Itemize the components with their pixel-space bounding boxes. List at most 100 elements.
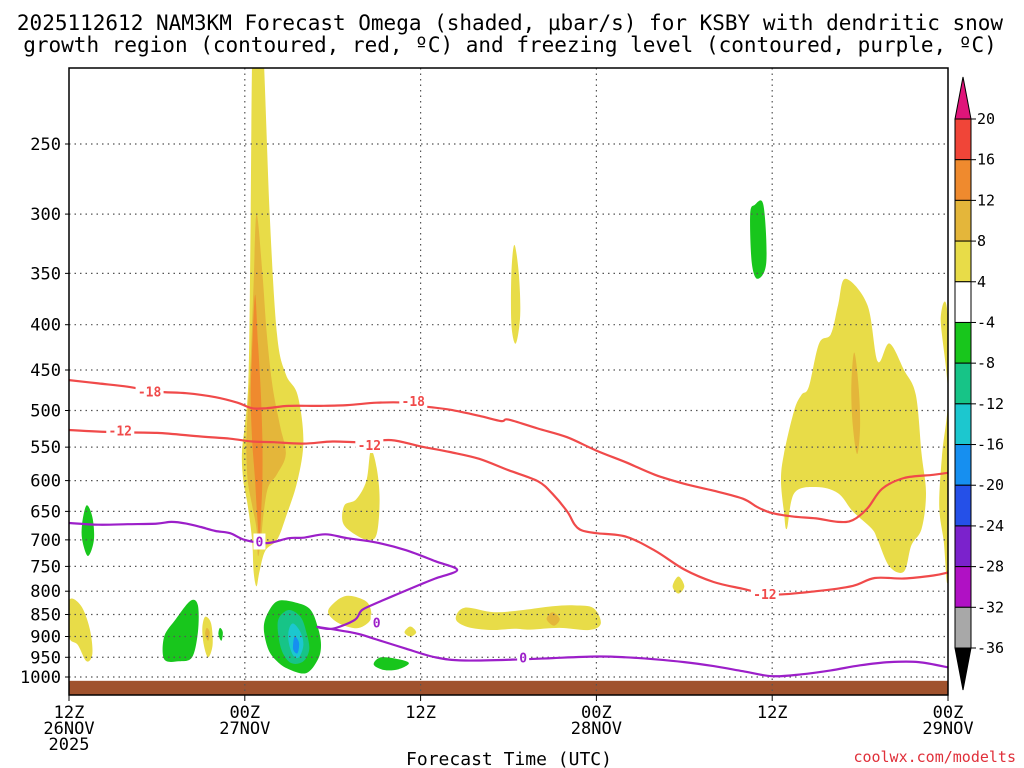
x-tick-label: 2025: [49, 735, 90, 755]
contour-label: -18: [402, 395, 426, 410]
colorbar-bin: [954, 159, 972, 201]
credit-text: coolwx.com/modelts: [853, 748, 1016, 766]
contour-line-2: [69, 520, 948, 678]
colorbar-label: 4: [977, 273, 986, 291]
colorbar-bin: [954, 403, 972, 446]
y-tick-label: 900: [30, 627, 61, 647]
x-tick-label: 26NOV: [43, 719, 94, 739]
y-tick-label: 700: [30, 531, 61, 551]
colorbar-bin: [954, 240, 972, 283]
contour-labels: -18 -18 -12 -12 -12 0 0 0: [106, 383, 779, 666]
omega-region-7: [546, 612, 560, 626]
y-tick-label: 850: [30, 606, 61, 626]
gridlines: [69, 68, 948, 695]
y-tick-label: 300: [30, 205, 61, 225]
omega-region-12: [939, 301, 948, 584]
omega-region-13: [69, 598, 93, 662]
chart-title-line-2: growth region (contoured, red, ºC) and f…: [23, 33, 997, 57]
colorbar-bin: [954, 362, 972, 405]
contour-line-1: [69, 428, 948, 596]
y-tick-label: 650: [30, 502, 61, 522]
omega-region-19: [373, 657, 409, 671]
colorbar-bottom-triangle: [954, 647, 972, 691]
y-tick-label: 550: [30, 438, 61, 458]
contour-label-bg: [135, 383, 164, 400]
x-tick-label: 29NOV: [922, 719, 973, 739]
colorbar-label: 12: [977, 191, 995, 209]
y-tick-label: 500: [30, 402, 61, 422]
colorbar-bin: [954, 525, 972, 568]
contour-label: 0: [256, 536, 264, 551]
contour-label-bg: [370, 614, 383, 631]
contour-line-0: [69, 379, 948, 524]
colorbar: 20 16 12 8 4 -4 -8 -12 -16 -20 -24 -28 -32 -36: [954, 76, 1004, 691]
omega-region-18: [218, 627, 223, 641]
x-tick-label: 27NOV: [219, 719, 270, 739]
omega-region-4: [328, 595, 372, 629]
colorbar-label: -32: [977, 598, 1004, 616]
contour-label-bg: [517, 649, 530, 666]
omega-region-17: [162, 599, 199, 662]
colorbar-bin: [954, 566, 972, 608]
colorbar-label: -28: [977, 558, 1004, 576]
y-tick-label: 450: [30, 361, 61, 381]
colorbar-label: -24: [977, 517, 1004, 535]
contour-label: -12: [358, 439, 381, 454]
x-tick-label: 28NOV: [571, 719, 622, 739]
omega-region-3: [342, 450, 380, 540]
colorbar-label: 20: [977, 110, 995, 128]
colorbar-bin: [954, 321, 972, 364]
y-tick-label: 400: [30, 316, 61, 336]
y-tick-label: 750: [30, 557, 61, 577]
y-tick-label: 350: [30, 264, 61, 284]
contour-label-bg: [399, 393, 428, 410]
colorbar-label: -12: [977, 395, 1004, 413]
colorbar-bin: [954, 606, 972, 649]
contour-label-bg: [750, 586, 779, 603]
omega-region-6: [455, 605, 601, 631]
omega-region-5: [510, 244, 521, 344]
plot-frame: [68, 67, 949, 696]
x-tick-label: 12Z: [54, 703, 85, 723]
contour-label: -18: [138, 386, 162, 401]
colorbar-bin: [954, 118, 972, 161]
contour-label: 0: [373, 617, 381, 632]
omega-shading: [69, 68, 948, 674]
colorbar-label: -8: [977, 354, 995, 372]
contour-label-bg: [355, 437, 384, 454]
x-tick-label: 12Z: [757, 703, 788, 723]
colorbar-label: -16: [977, 436, 1004, 454]
omega-region-2: [250, 294, 263, 540]
contour-label: 0: [519, 651, 527, 666]
omega-region-24: [293, 636, 300, 654]
chart-title-line-1: 2025112612 NAM3KM Forecast Omega (shaded…: [17, 11, 1004, 35]
pressure-axis: 2503003504004505005506006507007508008509…: [20, 135, 69, 688]
colorbar-bin: [954, 444, 972, 486]
colorbar-label: -4: [977, 313, 995, 331]
ground-layer: [69, 680, 948, 695]
contour-label: -12: [753, 588, 776, 603]
x-tick-label: 12Z: [405, 703, 436, 723]
y-tick-label: 1000: [20, 668, 61, 688]
x-tick-label: 00Z: [229, 703, 260, 723]
omega-region-8: [404, 626, 417, 637]
omega-region-11: [851, 352, 861, 455]
omega-region-9: [672, 576, 685, 594]
x-axis-label: Forecast Time (UTC): [406, 749, 612, 768]
y-tick-label: 950: [30, 648, 61, 668]
ground-bar: [69, 680, 948, 695]
contour-label-bg: [253, 533, 266, 550]
colorbar-label: 8: [977, 232, 986, 250]
colorbar-label: 16: [977, 151, 995, 169]
y-tick-label: 600: [30, 472, 61, 492]
colorbar-label: -36: [977, 639, 1004, 657]
y-tick-label: 250: [30, 135, 61, 155]
colorbar-top-triangle: [954, 76, 972, 120]
contour-label-bg: [106, 422, 135, 439]
omega-region-15: [205, 627, 210, 641]
colorbar-label: -20: [977, 476, 1004, 494]
omega-region-16: [81, 505, 95, 556]
y-tick-label: 800: [30, 582, 61, 602]
